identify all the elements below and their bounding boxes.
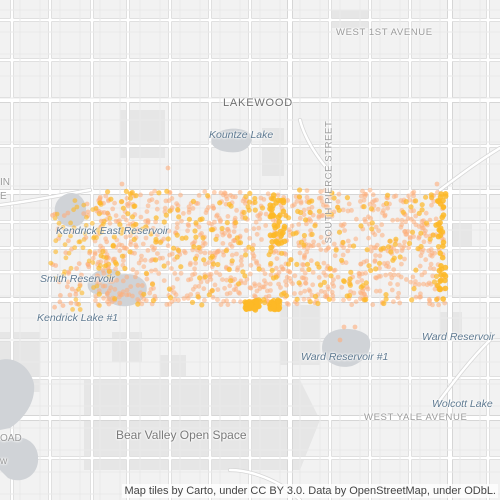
map-attribution: Map tiles by Carto, under CC BY 3.0. Dat… <box>122 484 498 498</box>
water-label-kendrick-east-reservoir: Kendrick East Reservoir <box>56 225 169 237</box>
road-label-west-1st-avenue: WEST 1ST AVENUE <box>336 27 433 38</box>
water-label-ward-reservoir: Ward Reservoir <box>422 331 495 343</box>
place-label-lakewood: LAKEWOOD <box>223 97 293 109</box>
water-label-kountze-lake: Kountze Lake <box>209 129 274 141</box>
edge-label-w: w <box>0 456 8 467</box>
park-label-bear-valley-open-space: Bear Valley Open Space <box>116 428 247 442</box>
bear-valley-lake-shape <box>0 437 39 481</box>
point-density-layer <box>48 165 449 343</box>
edge-label-e: E <box>0 191 7 202</box>
edge-label-oad: OAD <box>0 433 22 444</box>
water-label-kendrick-lake-1: Kendrick Lake #1 <box>37 312 119 324</box>
road-label-south-pierce-street: SOUTH PIERCE STREET <box>323 120 335 244</box>
edge-label-in: IN <box>0 177 10 188</box>
ward-reservoir-1-shape <box>322 328 371 367</box>
water-bodies <box>0 128 371 481</box>
water-label-smith-reservoir: Smith Reservoir <box>40 273 115 285</box>
road-label-west-yale-avenue: WEST YALE AVENUE <box>364 412 468 423</box>
water-label-wolcott-lake: Wolcott Lake <box>432 398 493 410</box>
kountze-lake-shape <box>211 128 252 153</box>
west-lake-shape <box>0 359 35 430</box>
kendrick-east-reservoir-shape <box>54 193 87 228</box>
water-label-ward-reservoir-1: Ward Reservoir #1 <box>301 351 389 363</box>
